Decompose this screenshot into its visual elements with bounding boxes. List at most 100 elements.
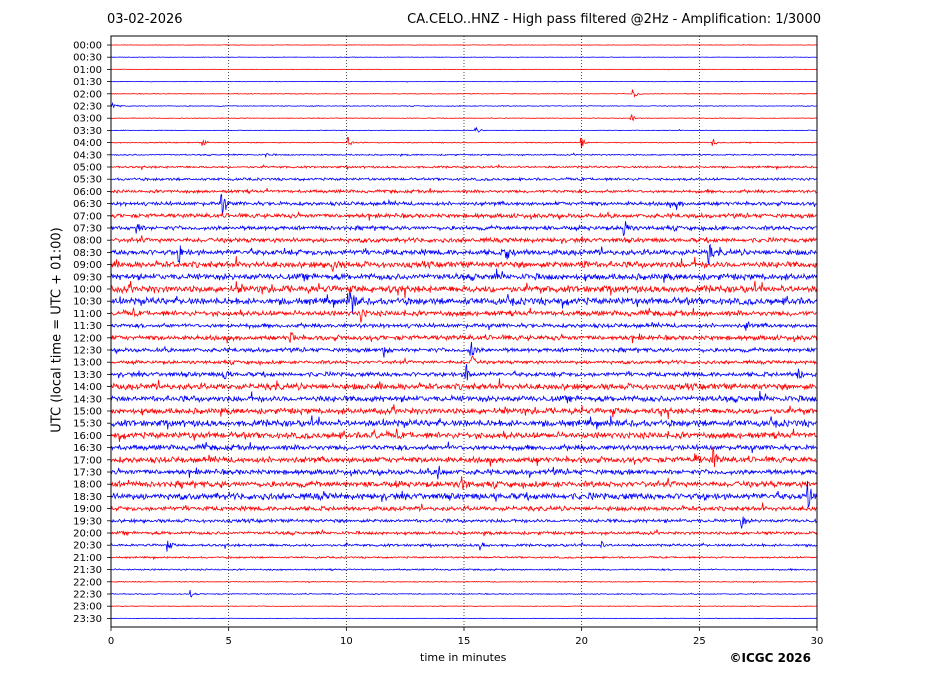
y-tick-label: 14:30 bbox=[73, 394, 102, 405]
seismic-trace-2330 bbox=[110, 617, 817, 620]
y-tick-label: 07:30 bbox=[73, 224, 102, 235]
seismic-trace-2200 bbox=[110, 580, 817, 584]
y-tick-label: 12:30 bbox=[73, 346, 102, 357]
seismic-trace-0830 bbox=[110, 243, 817, 265]
seismic-trace-1030 bbox=[110, 292, 817, 315]
y-tick-label: 20:30 bbox=[73, 541, 102, 552]
y-tick-label: 08:00 bbox=[73, 236, 102, 247]
seismic-trace-0230 bbox=[110, 101, 817, 109]
seismic-trace-1400 bbox=[110, 378, 817, 392]
seismic-trace-1230 bbox=[110, 341, 817, 358]
seismic-trace-1830 bbox=[110, 480, 817, 508]
seismic-trace-0530 bbox=[110, 176, 817, 182]
seismic-trace-0430 bbox=[110, 152, 817, 159]
seismic-trace-0900 bbox=[110, 256, 817, 273]
y-tick-label: 01:00 bbox=[73, 65, 102, 76]
y-tick-label: 23:30 bbox=[73, 614, 102, 625]
seismic-trace-0700 bbox=[110, 210, 817, 221]
y-tick-label: 07:00 bbox=[73, 211, 102, 222]
copyright-label: ©ICGC 2026 bbox=[729, 651, 811, 665]
x-tick-label: 15 bbox=[458, 636, 471, 647]
y-tick-label: 16:00 bbox=[73, 431, 102, 442]
y-tick-label: 15:30 bbox=[73, 419, 102, 430]
x-tick-label: 25 bbox=[693, 636, 706, 647]
y-tick-label: 19:00 bbox=[73, 504, 102, 515]
seismic-trace-0100 bbox=[110, 68, 817, 71]
seismic-trace-1200 bbox=[110, 331, 817, 344]
seismic-trace-1100 bbox=[110, 307, 817, 323]
seismic-trace-0930 bbox=[110, 268, 817, 283]
seismic-trace-0630 bbox=[110, 193, 817, 215]
y-tick-label: 17:30 bbox=[73, 468, 102, 479]
seismic-trace-2230 bbox=[110, 589, 817, 598]
y-tick-label: 05:00 bbox=[73, 163, 102, 174]
seismic-trace-0030 bbox=[110, 56, 817, 58]
y-tick-label: 00:30 bbox=[73, 53, 102, 64]
seismic-trace-2130 bbox=[110, 567, 817, 572]
seismic-trace-2100 bbox=[110, 555, 817, 561]
y-tick-label: 03:00 bbox=[73, 114, 102, 125]
seismic-trace-1930 bbox=[110, 516, 817, 529]
y-tick-label: 22:30 bbox=[73, 590, 102, 601]
grid-layer bbox=[228, 36, 700, 627]
plot-frame bbox=[110, 35, 818, 628]
seismic-trace-2300 bbox=[110, 605, 817, 608]
x-tick-label: 5 bbox=[225, 636, 231, 647]
seismic-trace-0600 bbox=[110, 187, 817, 195]
seismic-trace-0300 bbox=[110, 113, 817, 122]
seismic-trace-2000 bbox=[110, 529, 817, 537]
seismic-trace-1630 bbox=[110, 441, 817, 454]
y-tick-label: 10:00 bbox=[73, 285, 102, 296]
seismic-trace-1000 bbox=[110, 280, 817, 299]
seismic-trace-2030 bbox=[110, 540, 817, 552]
x-tick-layer: 0 5 10 15 20 25 30 bbox=[108, 627, 824, 647]
y-tick-label: 03:30 bbox=[73, 126, 102, 137]
y-tick-label: 13:00 bbox=[73, 358, 102, 369]
seismic-trace-0000 bbox=[110, 44, 817, 46]
seismic-trace-1300 bbox=[110, 355, 817, 367]
y-tick-label: 09:30 bbox=[73, 272, 102, 283]
y-tick-label: 17:00 bbox=[73, 455, 102, 466]
trace-layer bbox=[110, 44, 817, 620]
y-tick-label: 21:00 bbox=[73, 553, 102, 564]
seismic-trace-1130 bbox=[110, 321, 817, 331]
y-tick-label: 13:30 bbox=[73, 370, 102, 381]
seismic-trace-1800 bbox=[110, 476, 817, 490]
y-tick-label: 15:00 bbox=[73, 407, 102, 418]
seismic-trace-0330 bbox=[110, 126, 817, 133]
seismic-trace-0730 bbox=[110, 221, 817, 237]
seismic-trace-1900 bbox=[110, 502, 817, 513]
y-tick-label: 02:00 bbox=[73, 89, 102, 100]
y-tick-label: 06:00 bbox=[73, 187, 102, 198]
y-tick-label: 08:30 bbox=[73, 248, 102, 259]
seismic-trace-0400 bbox=[110, 136, 817, 149]
y-tick-label: 20:00 bbox=[73, 529, 102, 540]
seismic-trace-0200 bbox=[110, 89, 817, 98]
y-tick-label: 00:00 bbox=[73, 41, 102, 52]
chart-title: CA.CELO..HNZ - High pass filtered @2Hz -… bbox=[407, 12, 821, 27]
x-tick-label: 30 bbox=[811, 636, 824, 647]
x-tick-label: 20 bbox=[575, 636, 588, 647]
y-tick-label: 18:00 bbox=[73, 480, 102, 491]
seismic-trace-1600 bbox=[110, 428, 817, 442]
y-tick-label: 19:30 bbox=[73, 516, 102, 527]
y-tick-label: 02:30 bbox=[73, 102, 102, 113]
seismic-trace-1530 bbox=[110, 415, 817, 430]
y-tick-label: 04:30 bbox=[73, 150, 102, 161]
y-tick-label: 14:00 bbox=[73, 382, 102, 393]
y-tick-label: 23:00 bbox=[73, 602, 102, 613]
y-tick-label: 06:30 bbox=[73, 199, 102, 210]
y-tick-label: 22:00 bbox=[73, 577, 102, 588]
seismic-trace-1730 bbox=[110, 465, 817, 480]
y-tick-label: 04:00 bbox=[73, 138, 102, 149]
x-tick-label: 10 bbox=[340, 636, 353, 647]
seismic-trace-0800 bbox=[110, 235, 817, 245]
x-tick-label: 0 bbox=[108, 636, 114, 647]
seismic-trace-1330 bbox=[110, 364, 817, 381]
y-tick-label: 05:30 bbox=[73, 175, 102, 186]
y-tick-label: 10:30 bbox=[73, 297, 102, 308]
seismic-trace-1500 bbox=[110, 404, 817, 419]
seismic-trace-1700 bbox=[110, 446, 817, 468]
